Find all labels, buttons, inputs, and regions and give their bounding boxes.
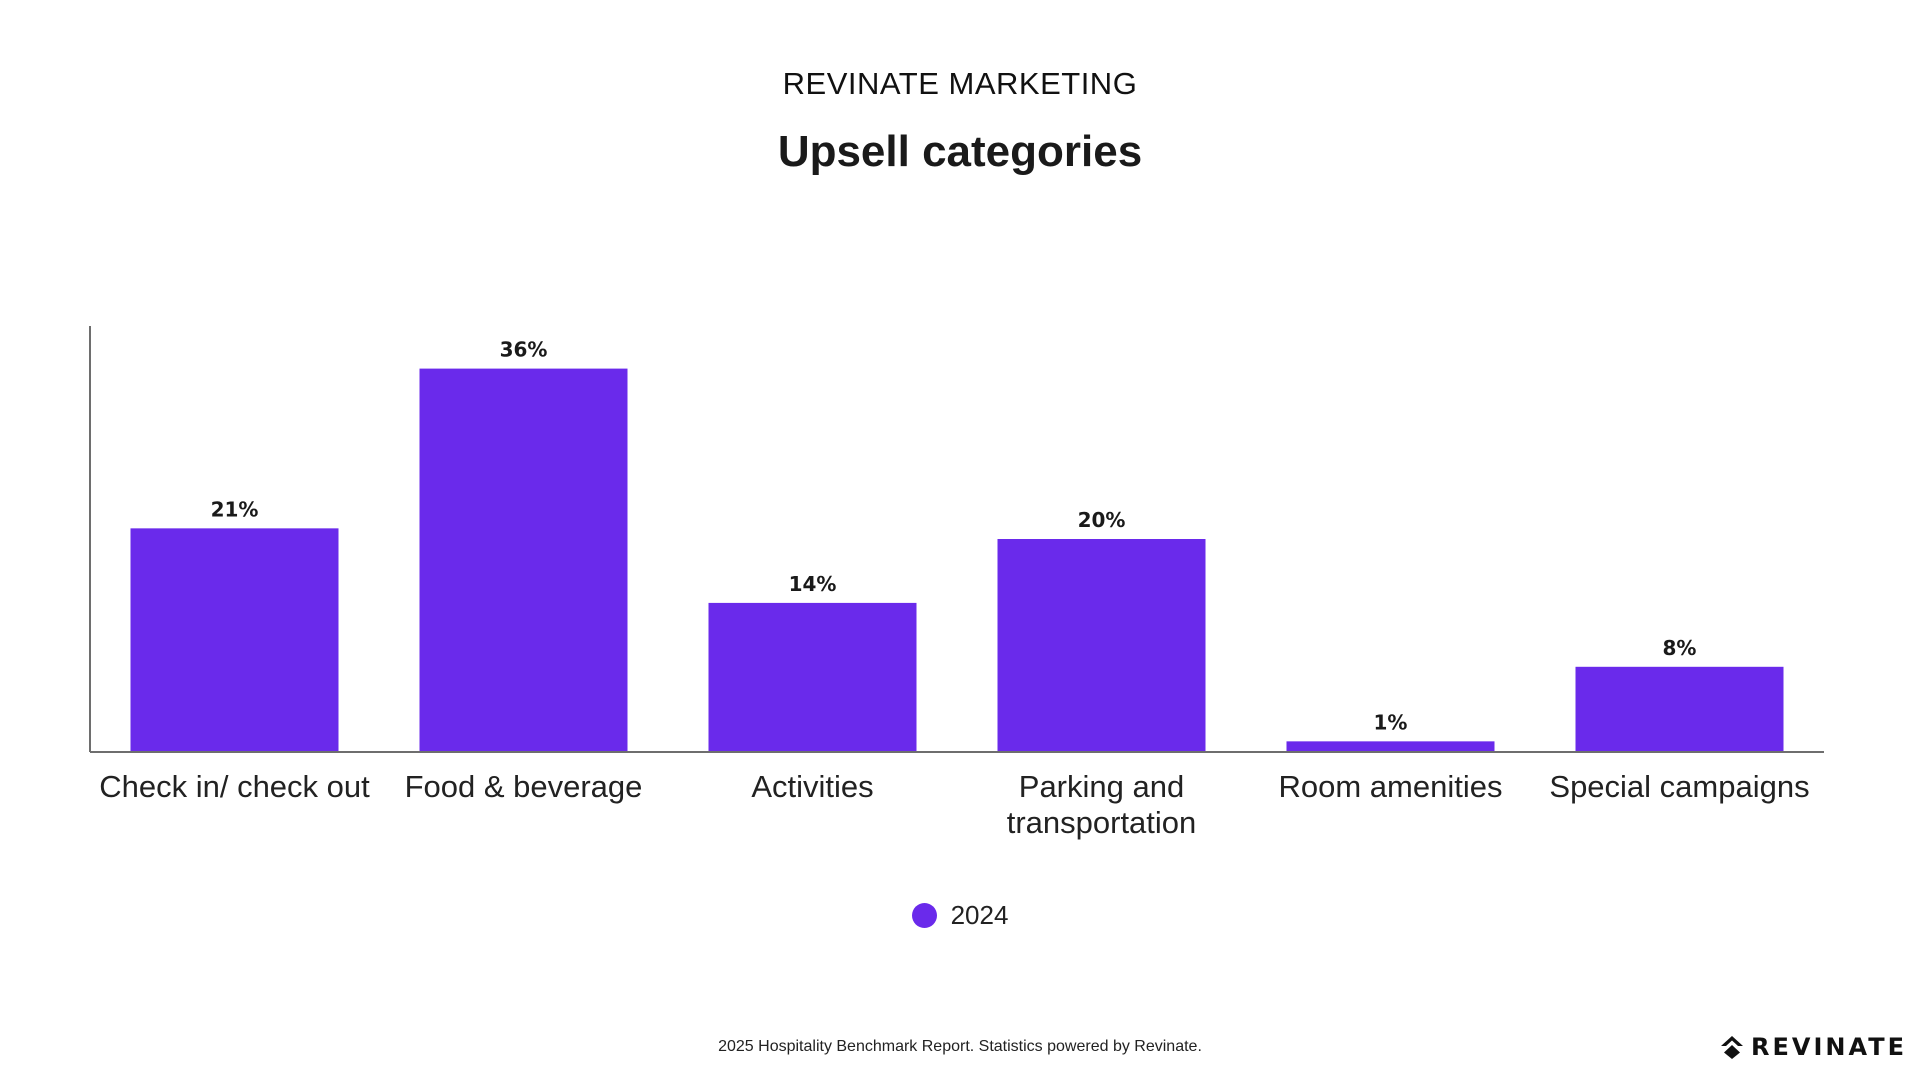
bar-value-label: 36% — [500, 338, 548, 362]
chart-title: Upsell categories — [777, 127, 1143, 176]
category-tick-label: Check in/ check out — [99, 769, 370, 804]
chart-supertitle: REVINATE MARKETING — [782, 66, 1138, 101]
bar — [1575, 666, 1784, 752]
bar — [708, 602, 917, 752]
legend-label: 2024 — [950, 900, 1009, 930]
category-tick-label: Activities — [751, 769, 873, 804]
logo-text: REVINATE — [1751, 1033, 1907, 1061]
bar-chart: 21% 36% 14% 20% 1% 8% Check in/ check out Food… — [89, 326, 1824, 840]
footer-note: 2025 Hospitality Benchmark Report. Stati… — [718, 1038, 1202, 1055]
bar-value-label: 14% — [789, 572, 837, 596]
bar — [130, 528, 339, 752]
bar — [419, 368, 628, 752]
category-labels-group: Check in/ check out Food & beverage Activi… — [99, 769, 1809, 840]
legend-marker — [911, 903, 937, 928]
bar-value-label: 8% — [1663, 636, 1697, 660]
bar-value-label: 20% — [1078, 508, 1126, 532]
category-tick-label: Room amenities — [1279, 769, 1503, 804]
bar-value-label: 1% — [1374, 710, 1408, 734]
revinate-logo-icon — [1721, 1036, 1744, 1059]
bars-group — [130, 368, 1784, 752]
bar — [997, 539, 1206, 752]
revinate-logo: REVINATE — [1719, 1033, 1907, 1061]
legend: 2024 — [0, 900, 1920, 931]
category-tick-label: Parking and transportation — [1007, 769, 1197, 840]
bar-value-label: 21% — [211, 497, 259, 521]
category-tick-label: Special campaigns — [1549, 769, 1809, 804]
value-labels-group: 21% 36% 14% 20% 1% 8% — [211, 338, 1697, 735]
bar — [1286, 741, 1495, 752]
category-tick-label: Food & beverage — [405, 769, 643, 804]
